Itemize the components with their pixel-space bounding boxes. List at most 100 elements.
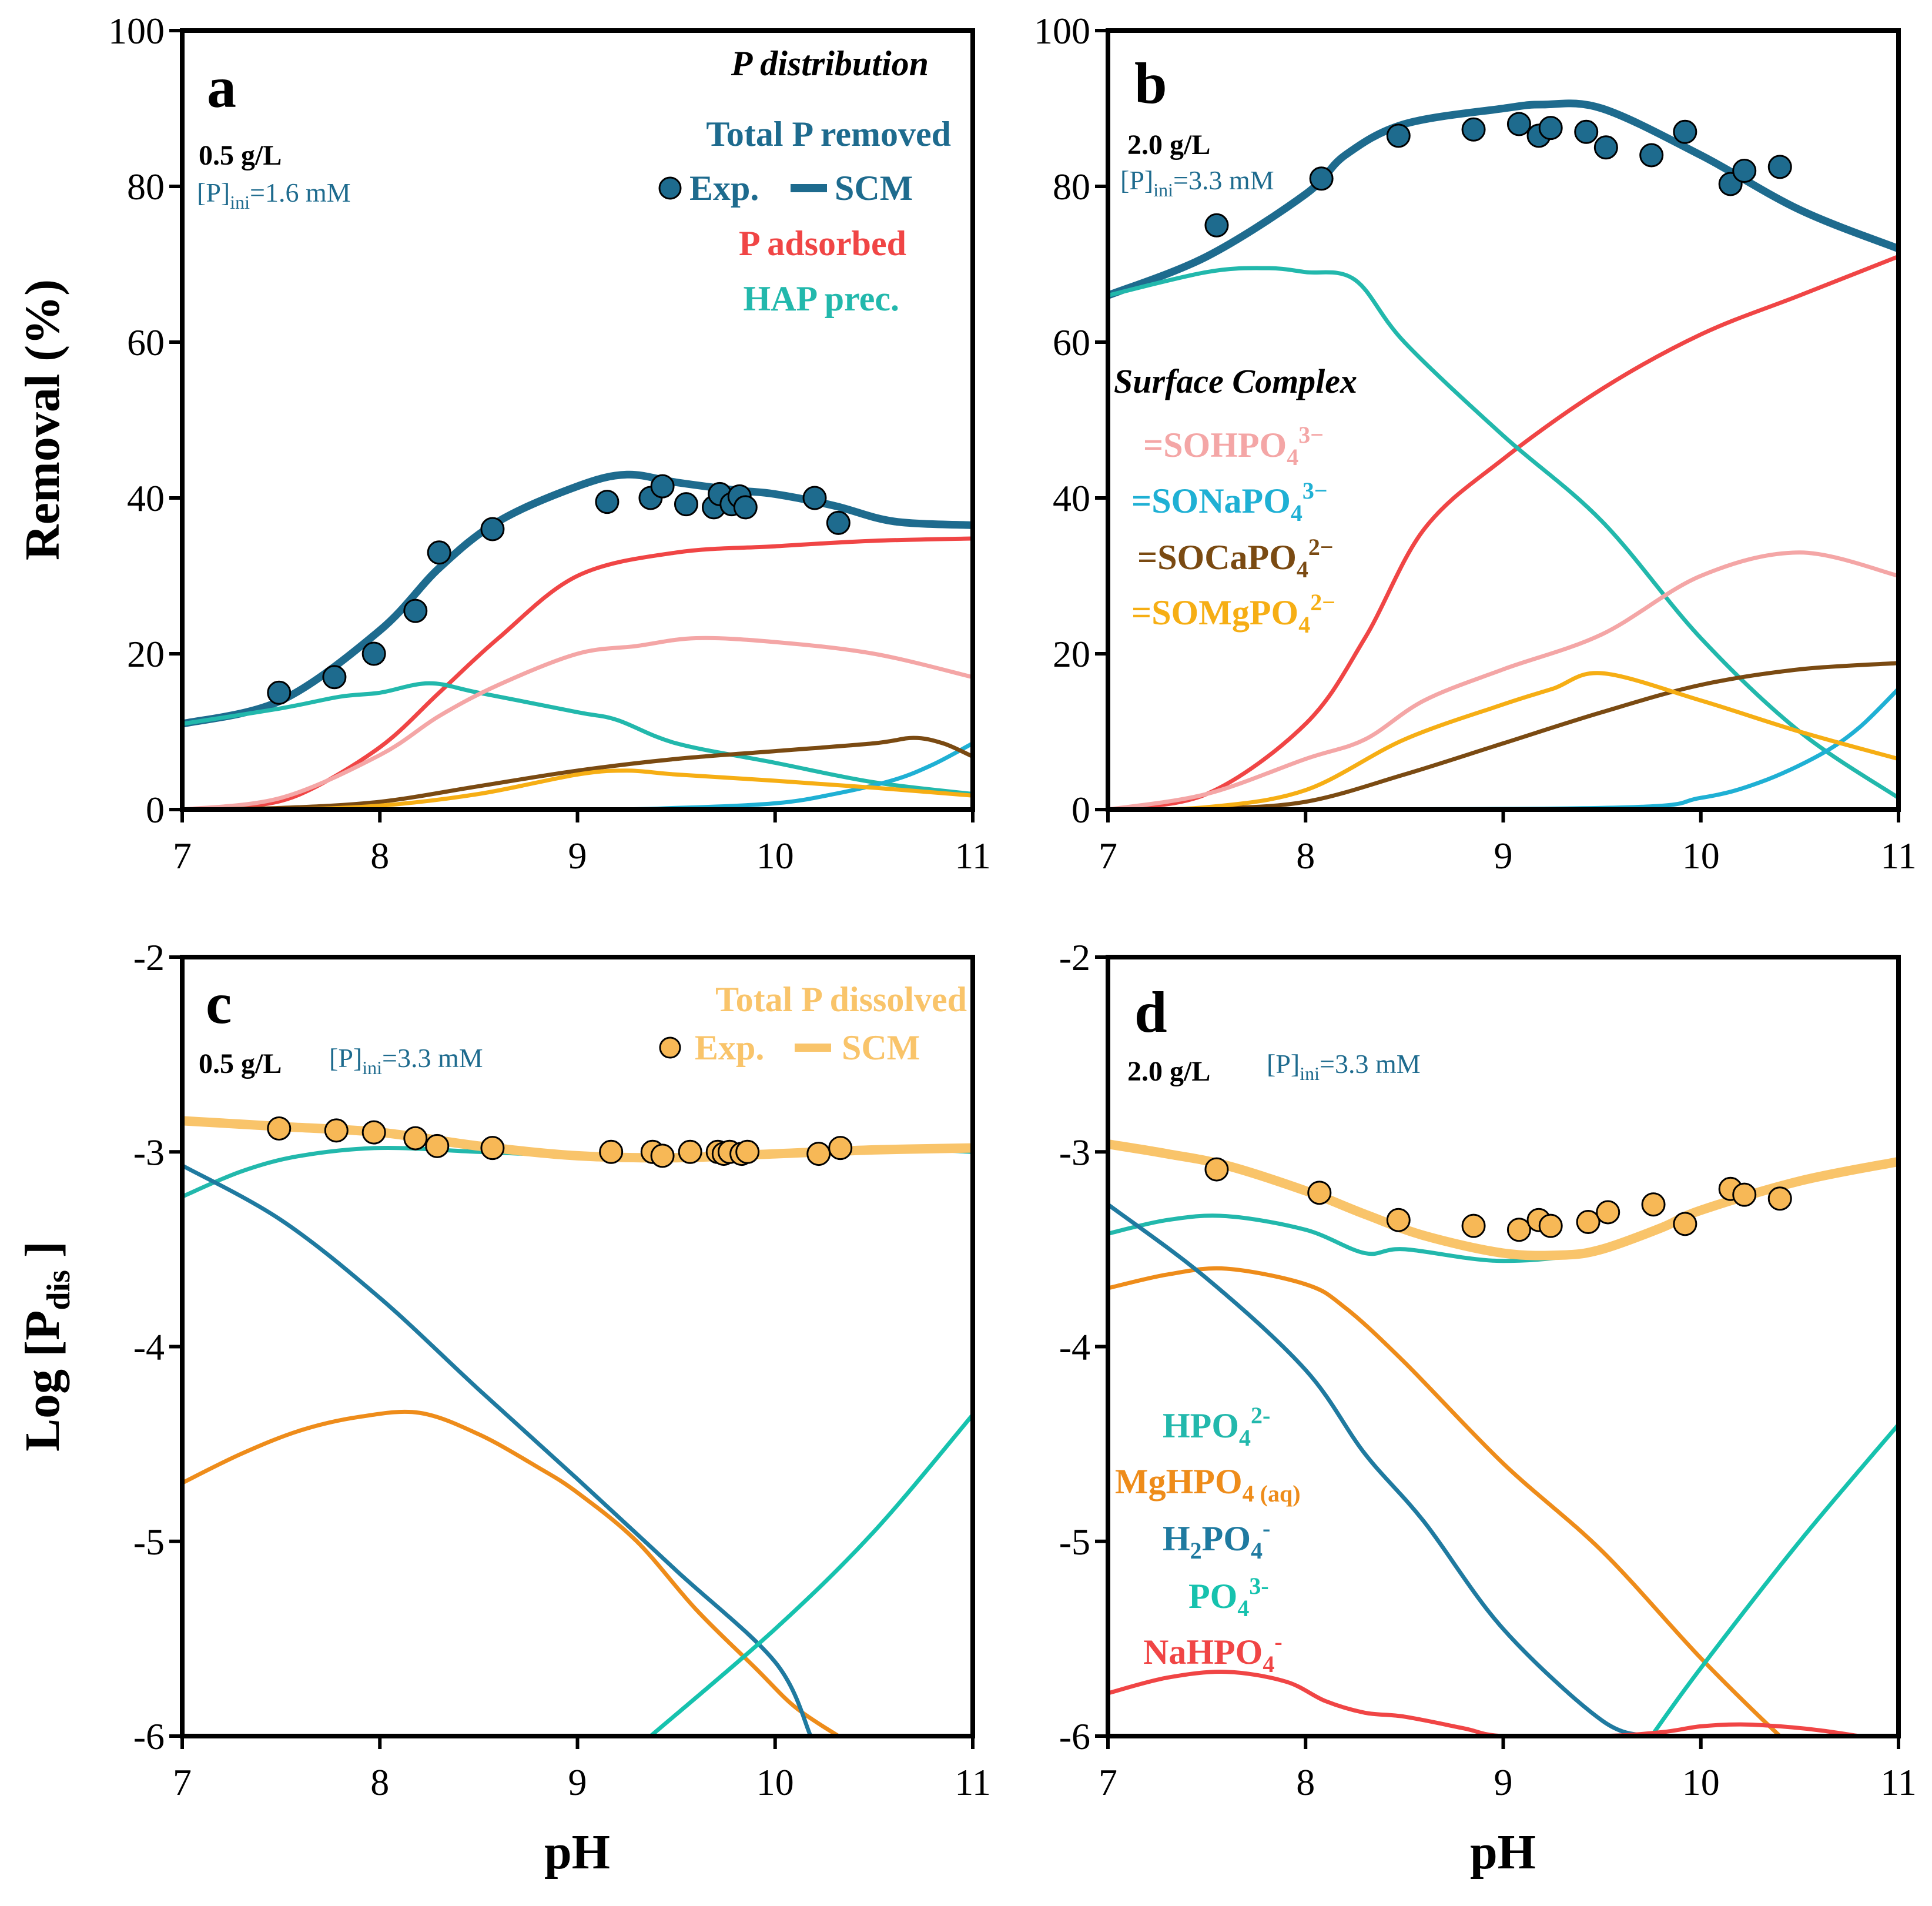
exp-point bbox=[650, 474, 675, 499]
x-tick-label: 10 bbox=[756, 1761, 794, 1803]
series-line-p-adsorbed bbox=[1108, 254, 1898, 810]
x-tick-label: 10 bbox=[1682, 1761, 1720, 1803]
exp-point bbox=[595, 490, 620, 514]
exp-point bbox=[322, 665, 347, 690]
legend-sonapo4-c: 3− bbox=[1302, 477, 1328, 504]
exp-point bbox=[1309, 166, 1334, 191]
series-line-h2po4 bbox=[1108, 1202, 1654, 1736]
x-tick-label: 7 bbox=[173, 835, 192, 877]
legend-sonapo4-a: =SONaPO bbox=[1131, 481, 1291, 520]
x-tick-label: 9 bbox=[568, 835, 587, 877]
panel-a: 7 8 9 10 11 0 20 40 60 80 100 a 0.5 g/L [P]ini=1.6… bbox=[108, 10, 991, 877]
exp-point bbox=[1639, 143, 1664, 168]
y-tick-label: -2 bbox=[133, 937, 165, 978]
exp-point bbox=[1538, 1213, 1563, 1238]
legend-h2po4-e: - bbox=[1263, 1515, 1270, 1541]
x-tick-label: 9 bbox=[1494, 835, 1513, 877]
panel-c-letter: c bbox=[206, 971, 232, 1036]
y-axis-title-log: Log [Pdis ] bbox=[15, 1241, 77, 1452]
legend-sonapo4: =SONaPO43− bbox=[1131, 477, 1328, 526]
exp-point bbox=[1204, 213, 1229, 238]
exp-point bbox=[806, 1142, 831, 1166]
legend-hpo4-b: 4 bbox=[1239, 1425, 1251, 1451]
y-tick-label: 100 bbox=[108, 10, 165, 52]
exp-point bbox=[1641, 1192, 1666, 1217]
y-tick-label: 100 bbox=[1034, 10, 1090, 52]
plot-b-marks: 7 8 9 10 11 0 20 40 60 80 100 bbox=[1034, 10, 1917, 877]
y-tick-label: -4 bbox=[133, 1326, 165, 1368]
panel-c-pini-sub: ini bbox=[362, 1057, 382, 1078]
series-line-hap-prec bbox=[1108, 266, 1898, 800]
series-line-po4-3 bbox=[1649, 1422, 1898, 1736]
legend-nahpo4-c: - bbox=[1274, 1629, 1282, 1655]
exp-point bbox=[1673, 119, 1697, 144]
legend-nahpo4-b: 4 bbox=[1263, 1651, 1274, 1677]
y-tick-label: 0 bbox=[1072, 789, 1090, 831]
exp-point bbox=[267, 1116, 292, 1141]
panel-d: 7 8 9 10 11-6-5-4-3-2 d 2.0 g/L [P]ini=3.3 m… bbox=[1059, 937, 1917, 1803]
legend-h2po4-a: H bbox=[1163, 1519, 1190, 1558]
series-lines-a bbox=[182, 470, 973, 810]
legend-sonapo4-b: 4 bbox=[1291, 500, 1302, 526]
legend-socapo4-c: 2− bbox=[1308, 534, 1334, 560]
series-line-sonapo4-3 bbox=[182, 741, 973, 810]
x-tick-label: 7 bbox=[1099, 1761, 1117, 1803]
legend-somgpo4-c: 2− bbox=[1310, 589, 1335, 616]
x-tick-label: 9 bbox=[568, 1761, 587, 1803]
panel-c: 7 8 9 10 11 -6 -5 -4 -3 -2 c 0.5 g/L [P]ini=3.3 m… bbox=[133, 937, 991, 1803]
series-line-total-p-removed-scm bbox=[1108, 99, 1898, 299]
panel-c-pini-label: [P] bbox=[329, 1043, 362, 1073]
x-tick-label: 7 bbox=[1099, 835, 1117, 877]
panel-b-dose: 2.0 g/L bbox=[1127, 129, 1210, 160]
legend-mghpo4-a: MgHPO bbox=[1115, 1462, 1243, 1501]
exp-point bbox=[828, 1136, 853, 1161]
exp-point bbox=[826, 510, 851, 535]
series-line-nahpo4 bbox=[1108, 1670, 1861, 1736]
panel-a-dose: 0.5 g/L bbox=[199, 140, 282, 171]
series-line-total-p-dissolved-scm bbox=[182, 1116, 973, 1163]
exp-point bbox=[802, 486, 827, 510]
legend-h2po4-b: 2 bbox=[1190, 1537, 1202, 1564]
exp-point bbox=[678, 1139, 702, 1164]
legend-nahpo4-a: NaHPO bbox=[1143, 1633, 1263, 1671]
panel-a-frame bbox=[180, 28, 975, 812]
plot-c-marks: 7 8 9 10 11 -6 -5 -4 -3 -2 bbox=[133, 937, 991, 1803]
y-tick-label: -3 bbox=[133, 1131, 165, 1173]
x-tick-label: 8 bbox=[1296, 835, 1315, 877]
series-lines-c bbox=[182, 1116, 973, 1736]
legend-sohpo4-b: 4 bbox=[1287, 444, 1298, 470]
legend-total-p-removed: Total P removed bbox=[706, 115, 951, 153]
panel-a-pini-label: [P] bbox=[197, 178, 230, 208]
legend-po4-b: 4 bbox=[1237, 1595, 1249, 1621]
exp-point bbox=[361, 641, 386, 666]
x-axis-title-d: pH bbox=[1470, 1825, 1536, 1880]
panel-b: 7 8 9 10 11 0 20 40 60 80 100 b 2.0 g/L [P]ini=3.3… bbox=[1034, 10, 1917, 877]
y-axis-title-removal: Removal (%) bbox=[15, 279, 70, 560]
y-tick-label: 80 bbox=[127, 166, 165, 208]
exp-point bbox=[403, 1126, 428, 1151]
legend-socapo4-b: 4 bbox=[1297, 556, 1308, 583]
series-line-socapo4-2 bbox=[182, 735, 973, 810]
panel-d-letter: d bbox=[1134, 979, 1167, 1045]
series-line-p-adsorbed bbox=[182, 536, 973, 810]
x-tick-label: 8 bbox=[370, 1761, 389, 1803]
x-tick-label: 11 bbox=[955, 835, 991, 877]
legend-exp-marker bbox=[658, 176, 682, 200]
exp-point bbox=[1538, 116, 1563, 141]
y-tick-label: 20 bbox=[1053, 633, 1090, 675]
exp-point bbox=[1506, 1218, 1531, 1242]
y-tick-label: 40 bbox=[127, 477, 165, 519]
legend-sohpo4: =SOHPO43− bbox=[1143, 422, 1324, 470]
exp-point bbox=[1506, 112, 1531, 136]
exp-point bbox=[1593, 135, 1618, 160]
exp-point bbox=[1596, 1200, 1620, 1225]
series-line-sohpo4-3 bbox=[182, 636, 973, 810]
legend-po4-a: PO bbox=[1188, 1577, 1237, 1616]
legend-c-exp-label: Exp. bbox=[695, 1028, 764, 1067]
exp-point bbox=[1732, 1182, 1757, 1207]
exp-point bbox=[480, 1136, 505, 1161]
series-line-mghpo4-aq bbox=[182, 1409, 841, 1736]
panel-a-pini: [P]ini=1.6 mM bbox=[197, 178, 351, 213]
legend-nahpo4: NaHPO4- bbox=[1143, 1629, 1283, 1677]
